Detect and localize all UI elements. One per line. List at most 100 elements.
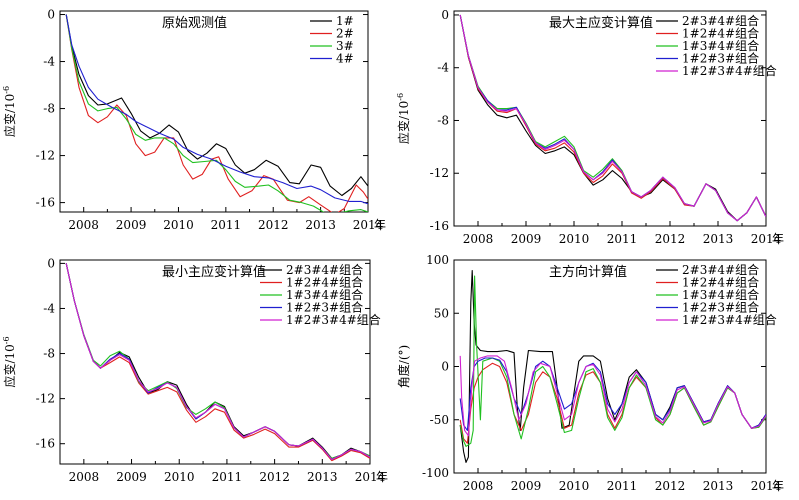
x-tick-label: 2008 <box>69 470 100 484</box>
legend-label: 1#3#4#组合 <box>286 287 363 302</box>
x-tick-label: 2011 <box>607 232 638 246</box>
series-line-4 <box>65 14 368 205</box>
y-tick-label: -4 <box>43 55 55 69</box>
legend-label: 2#3#4#组合 <box>682 262 759 277</box>
x-tick-label: 2009 <box>116 218 147 232</box>
x-tick-label: 2013 <box>703 479 734 493</box>
y-axis-label-exponent: -6 <box>396 93 405 101</box>
series-line-3 <box>65 14 368 212</box>
x-unit-label: 年 <box>772 232 784 246</box>
series-line-1234-combo <box>459 14 766 222</box>
y-tick-label: -4 <box>437 61 449 75</box>
x-tick-label: 2012 <box>655 232 686 246</box>
legend-label: 2# <box>336 27 354 41</box>
y-tick-label: 0 <box>47 8 55 22</box>
y-tick-label: -8 <box>437 113 449 127</box>
x-tick-label: 2012 <box>655 479 686 493</box>
legend-label: 1#3#4#组合 <box>682 38 759 53</box>
plot-frame <box>59 259 371 465</box>
x-tick-label: 2010 <box>559 479 590 493</box>
legend-label: 2#3#4#组合 <box>286 262 363 277</box>
legend-label: 1#2#4#组合 <box>682 26 759 41</box>
x-tick-label: 2014 <box>353 218 384 232</box>
series-line-134-combo <box>459 275 766 447</box>
x-tick-label: 2009 <box>511 479 542 493</box>
legend-label: 1#2#3#组合 <box>286 300 363 315</box>
y-tick-label: 0 <box>441 8 449 22</box>
plot-frame <box>59 10 369 213</box>
x-tick-label: 2009 <box>511 232 542 246</box>
legend-label: 1#2#3#4#组合 <box>286 312 381 327</box>
x-unit-label: 年 <box>374 218 386 232</box>
y-axis-label-exponent: -6 <box>2 336 11 344</box>
y-axis-label: 应变/10-6 <box>2 86 17 137</box>
y-tick-label: -16 <box>430 219 449 233</box>
y-tick-label: -12 <box>36 149 55 163</box>
x-tick-label: 2014 <box>751 232 782 246</box>
x-tick-label: 2008 <box>463 479 494 493</box>
legend-label: 1#2#4#组合 <box>286 275 363 290</box>
x-tick-label: 2010 <box>163 218 194 232</box>
x-tick-label: 2013 <box>305 218 336 232</box>
y-tick-label: -8 <box>43 347 55 361</box>
y-tick-label: -50 <box>430 413 449 427</box>
x-unit-label: 年 <box>376 470 388 484</box>
series-group <box>459 270 766 463</box>
y-tick-label: -16 <box>36 437 55 451</box>
legend-label: 2#3#4#组合 <box>682 13 759 28</box>
legend-label: 1#2#3#4#组合 <box>682 63 777 78</box>
series-line-1234-combo <box>459 355 766 437</box>
y-tick-label: 0 <box>47 256 55 270</box>
y-axis-label: 角度/(°) <box>396 345 411 388</box>
x-tick-label: 2012 <box>258 218 289 232</box>
chart-title: 主方向计算值 <box>549 264 627 280</box>
legend-label: 1#2#3#组合 <box>682 51 759 66</box>
x-unit-label: 年 <box>772 479 784 493</box>
y-tick-label: -12 <box>36 392 55 406</box>
y-tick-label: -100 <box>422 466 449 480</box>
y-axis-label: 应变/10-6 <box>2 336 17 387</box>
chart-title: 最大主应变计算值 <box>549 15 653 31</box>
x-tick-label: 2012 <box>259 470 290 484</box>
x-tick-label: 2010 <box>559 232 590 246</box>
y-tick-label: -4 <box>43 301 55 315</box>
x-tick-label: 2010 <box>164 470 195 484</box>
series-line-123-combo <box>459 357 766 431</box>
x-tick-label: 2011 <box>212 470 243 484</box>
y-tick-label: -16 <box>36 196 55 210</box>
legend-label: 3# <box>336 39 354 53</box>
series-line-2 <box>65 14 368 212</box>
chart-title: 原始观测值 <box>162 15 227 31</box>
y-tick-label: 50 <box>434 306 449 320</box>
y-axis-label-exponent: -6 <box>2 86 11 94</box>
x-tick-label: 2009 <box>116 470 147 484</box>
series-line-1 <box>65 14 368 197</box>
series-line-124-combo <box>65 263 370 462</box>
series-group <box>459 14 766 222</box>
legend-label: 4# <box>336 52 354 66</box>
chart-title: 最小主应变计算值 <box>162 264 266 280</box>
series-line-1234-combo <box>65 263 370 461</box>
legend-label: 1#2#3#4#组合 <box>682 312 777 327</box>
series-group <box>65 263 370 462</box>
y-tick-label: 100 <box>426 253 449 267</box>
x-tick-label: 2014 <box>355 470 386 484</box>
x-tick-label: 2008 <box>68 218 99 232</box>
x-tick-label: 2011 <box>607 479 638 493</box>
x-tick-label: 2013 <box>703 232 734 246</box>
legend-label: 1# <box>336 14 354 28</box>
series-line-234-combo <box>459 14 766 222</box>
x-tick-label: 2014 <box>751 479 782 493</box>
y-axis-label: 应变/10-6 <box>396 93 411 144</box>
y-tick-label: -8 <box>43 102 55 116</box>
legend-label: 1#2#4#组合 <box>682 275 759 290</box>
y-tick-label: 0 <box>441 360 449 374</box>
legend-label: 1#2#3#组合 <box>682 300 759 315</box>
legend-label: 1#3#4#组合 <box>682 287 759 302</box>
plot-frame <box>453 10 767 227</box>
